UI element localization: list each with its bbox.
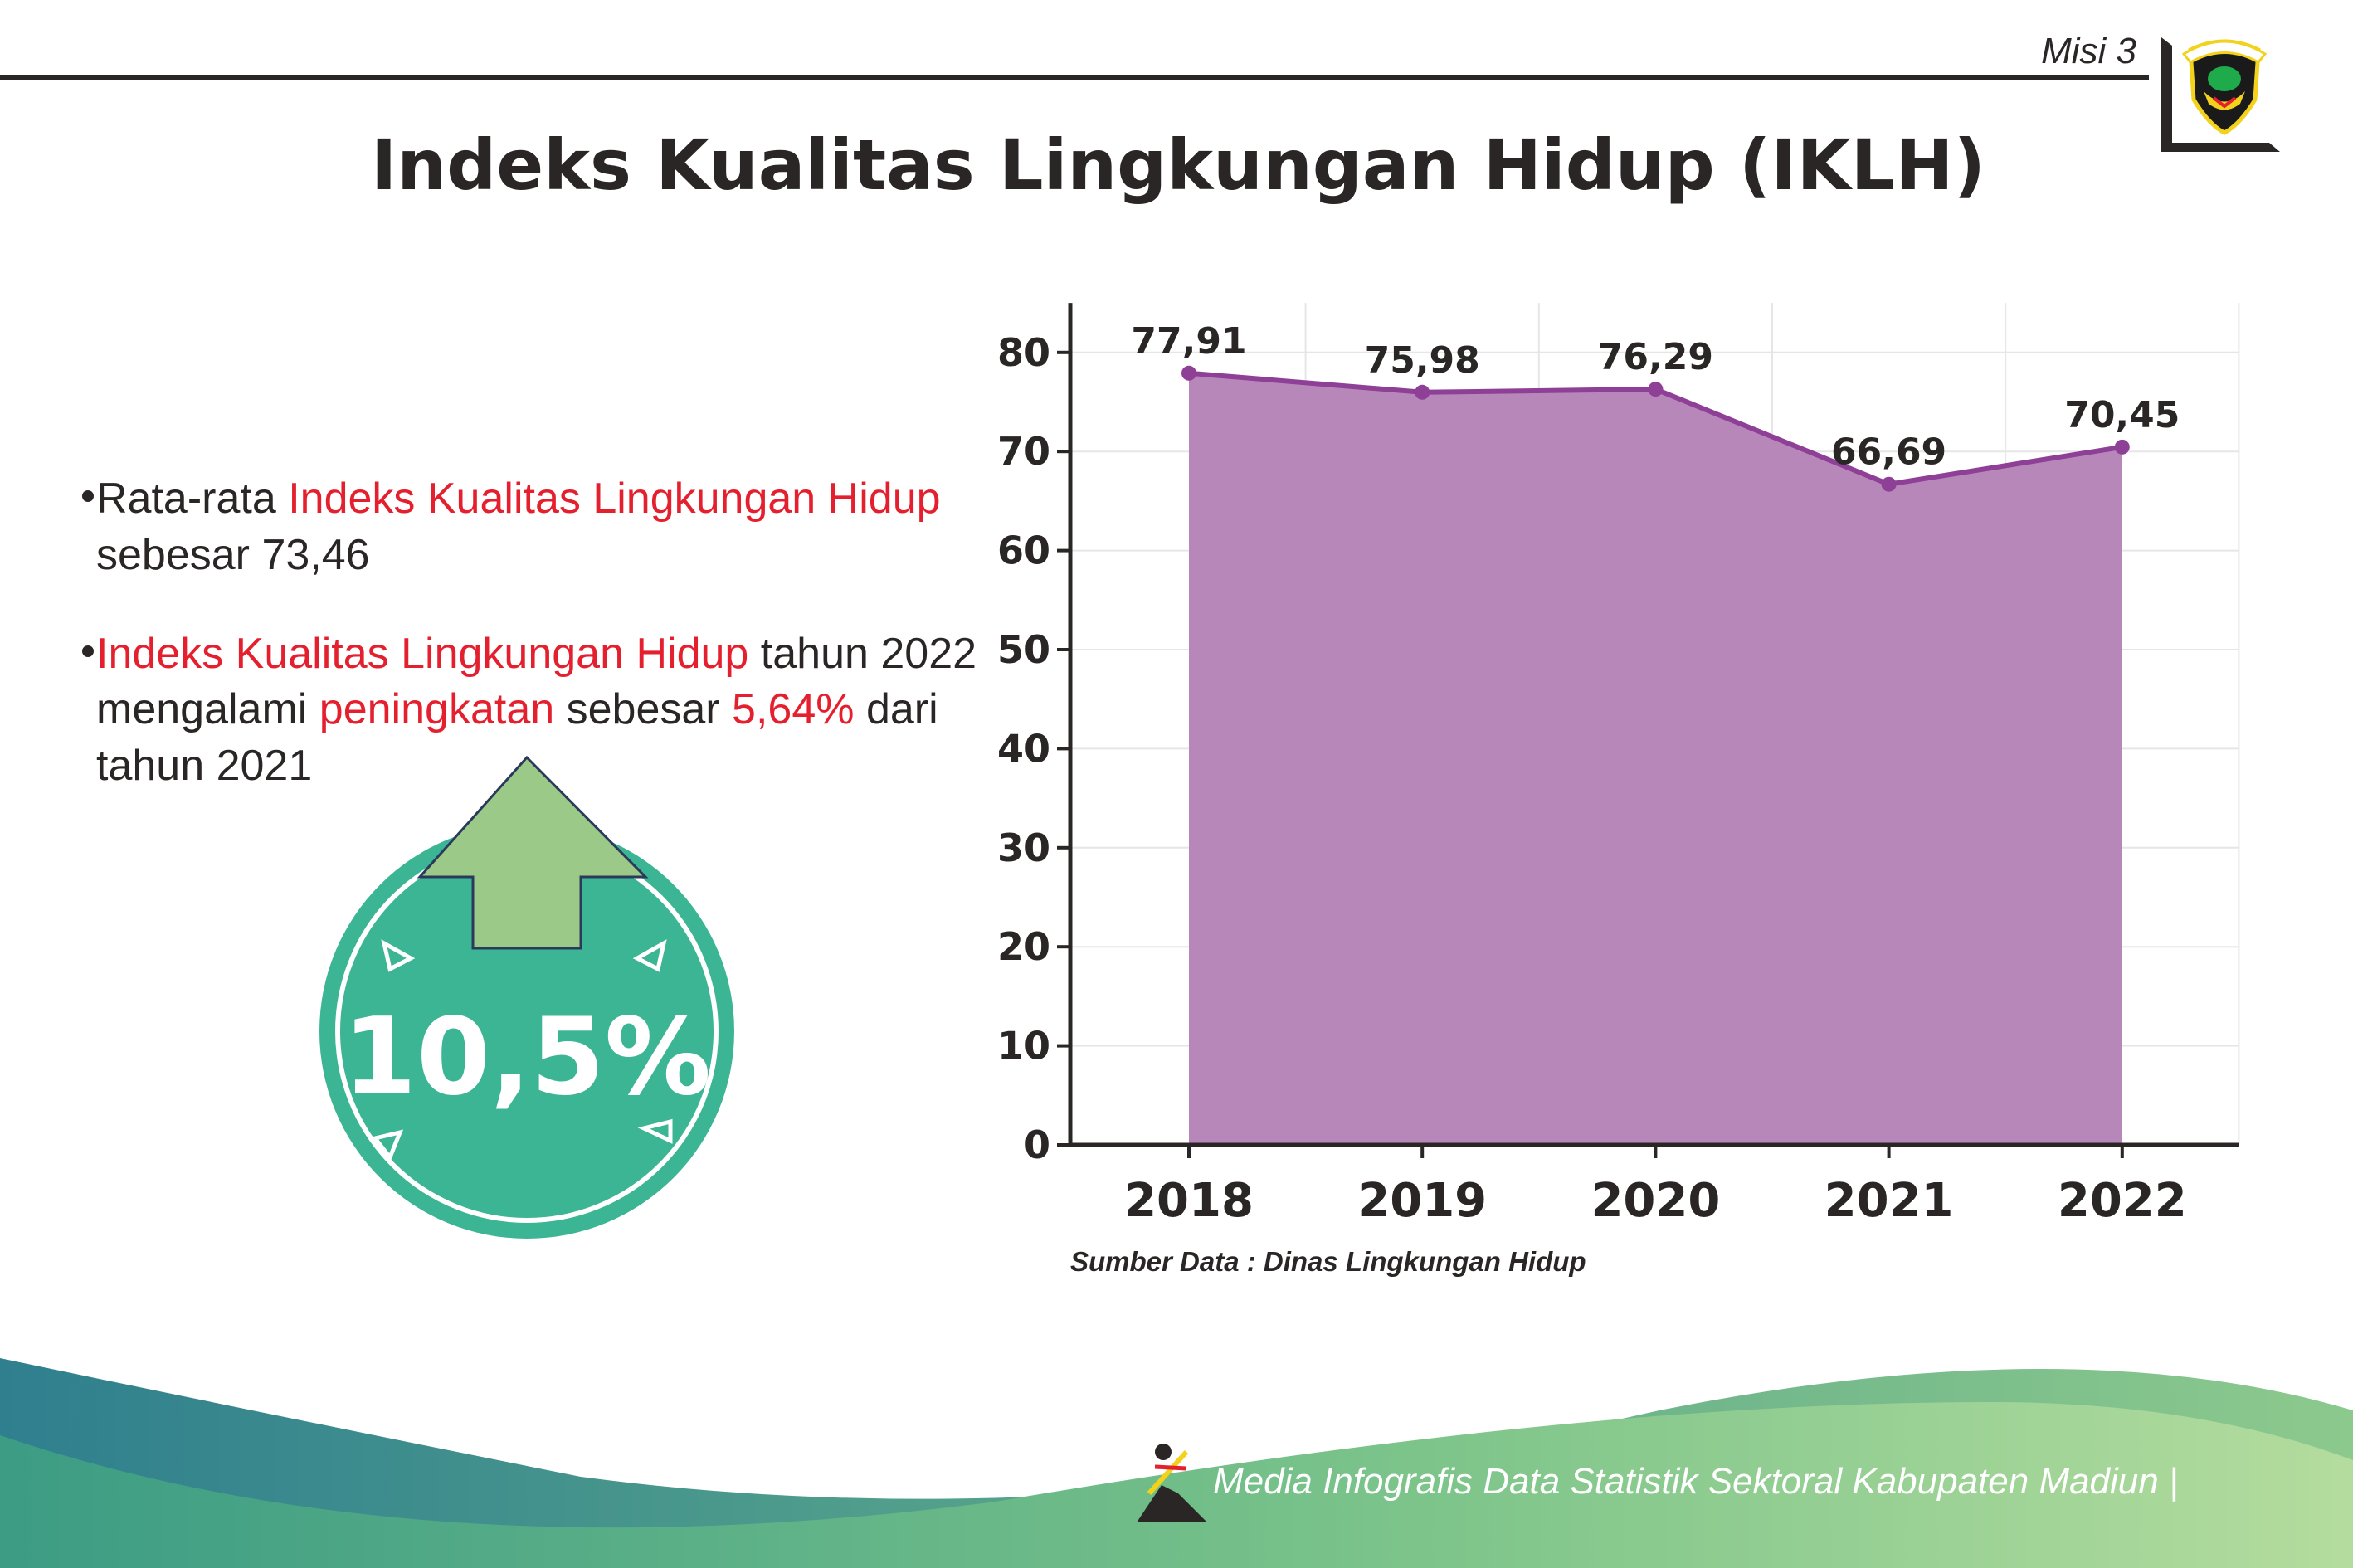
svg-text:Rata-rata Indeks Kualitas Ling: Rata-rata Indeks Kualitas Lingkungan Hid… <box>96 475 941 523</box>
bullet-highlight: Indeks Kualitas Lingkungan Hidup <box>96 630 748 678</box>
area-fill <box>1189 373 2122 1145</box>
bullet-highlight: peningkatan <box>319 685 554 733</box>
y-tick-label: 50 <box>997 627 1050 672</box>
y-tick-label: 20 <box>997 924 1050 969</box>
section-label: Misi 3 <box>2041 31 2136 71</box>
up-arrow-icon <box>417 755 649 950</box>
bullet-increase: Indeks Kualitas Lingkungan Hidup tahun 2… <box>82 630 977 790</box>
bullet-text: tahun 2021 <box>96 742 312 790</box>
data-label: 70,45 <box>2064 394 2180 436</box>
x-tick-label: 2020 <box>1591 1174 1720 1228</box>
bullet-text: Rata-rata <box>96 475 288 523</box>
y-tick-label: 60 <box>997 528 1050 573</box>
bullet-text: mengalami <box>96 685 319 733</box>
bullet-text: dari <box>855 685 938 733</box>
bullet-text: tahun 2022 <box>748 630 977 678</box>
growth-badge: 10,5% <box>319 755 734 1239</box>
data-label: 66,69 <box>1831 431 1946 474</box>
data-point <box>1181 365 1196 381</box>
source-note: Sumber Data : Dinas Lingkungan Hidup <box>1070 1246 1586 1277</box>
x-tick-label: 2021 <box>1824 1174 1954 1228</box>
y-tick-label: 30 <box>997 825 1050 870</box>
badge-circle <box>319 824 734 1239</box>
svg-text:sebesar 73,46: sebesar 73,46 <box>96 531 370 579</box>
bullet-average: Rata-rata Indeks Kualitas Lingkungan Hid… <box>82 475 941 579</box>
footer-mascot-icon <box>1137 1444 1207 1522</box>
bullet-highlight: Indeks Kualitas Lingkungan Hidup <box>288 475 940 523</box>
data-label: 75,98 <box>1365 339 1480 382</box>
data-label: 76,29 <box>1598 336 1713 378</box>
sparkle-icon <box>371 939 673 1161</box>
y-tick-label: 80 <box>997 330 1050 375</box>
svg-text:Indeks Kualitas Lingkungan Hid: Indeks Kualitas Lingkungan Hidup tahun 2… <box>96 630 977 678</box>
bullet-highlight: 5,64% <box>732 685 854 733</box>
svg-text:mengalami peningkatan sebesar: mengalami peningkatan sebesar 5,64% dari <box>96 685 938 733</box>
data-point <box>1648 382 1664 397</box>
kabupaten-madiun-logo <box>2181 39 2268 135</box>
bullet-text: sebesar <box>554 685 732 733</box>
x-tick-label: 2018 <box>1124 1174 1254 1228</box>
y-tick-label: 40 <box>997 726 1050 771</box>
footer-wave-front <box>0 1402 2353 1568</box>
data-point <box>1415 384 1430 400</box>
page-title: Indeks Kualitas Lingkungan Hidup (IKLH) <box>371 124 1985 206</box>
data-label: 77,91 <box>1131 320 1246 363</box>
x-tick-label: 2022 <box>2058 1174 2187 1228</box>
bullet-text: sebesar 73,46 <box>96 531 370 579</box>
y-tick-label: 10 <box>997 1024 1050 1069</box>
footer-text: Media Infografis Data Statistik Sektoral… <box>1213 1461 2178 1502</box>
y-tick-label: 0 <box>1024 1122 1050 1167</box>
badge-value: 10,5% <box>343 996 711 1119</box>
data-point <box>1881 476 1897 492</box>
y-tick-label: 70 <box>997 429 1050 474</box>
data-point <box>2114 439 2130 455</box>
iklh-chart: 0 10 20 30 40 50 60 70 80 77,91 2018 75,98 2019 76,29… <box>997 303 2240 1228</box>
x-tick-label: 2019 <box>1357 1174 1487 1228</box>
